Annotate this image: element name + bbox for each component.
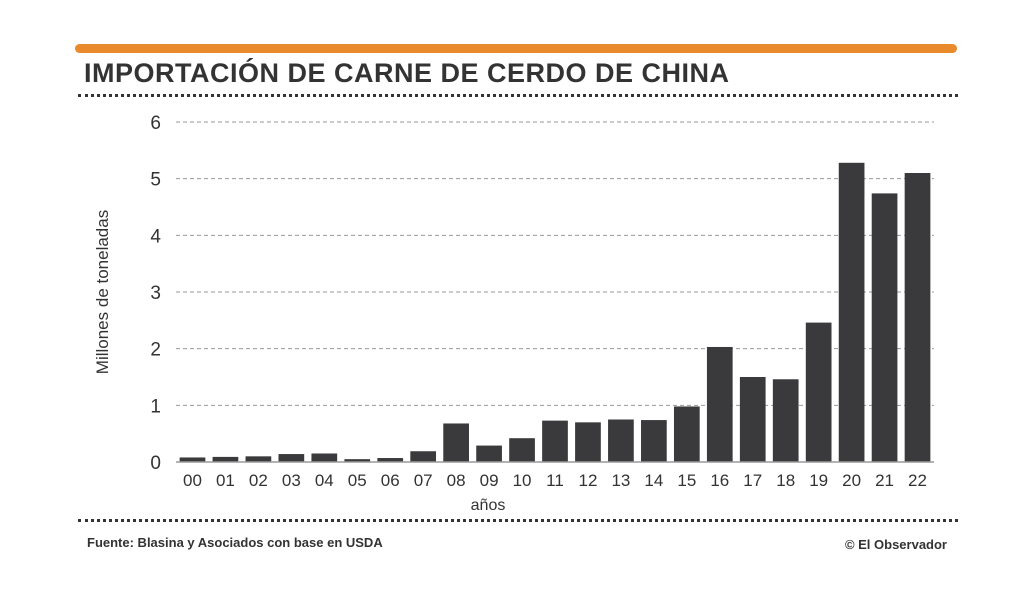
x-tick-label: 05 <box>348 471 367 490</box>
bar <box>838 162 865 463</box>
x-tick-label: 10 <box>513 471 532 490</box>
y-tick-label: 5 <box>150 170 161 191</box>
bar <box>706 346 733 462</box>
y-tick-label: 6 <box>150 113 161 134</box>
bar <box>443 423 469 462</box>
chart-title: IMPORTACIÓN DE CARNE DE CERDO DE CHINA <box>84 58 730 88</box>
bar <box>575 422 601 462</box>
credit-note: © El Observador <box>844 537 947 552</box>
y-tick-label: 2 <box>150 340 161 361</box>
bar <box>311 453 338 462</box>
bar <box>641 420 667 462</box>
bottom-dotted-divider <box>78 519 958 522</box>
x-tick-label: 21 <box>875 471 894 490</box>
bar <box>278 454 305 462</box>
bar <box>772 379 799 462</box>
bar <box>904 173 931 462</box>
x-axis-title: años <box>471 497 506 514</box>
x-tick-label: 12 <box>578 471 597 490</box>
x-tick-label: 04 <box>315 471 334 490</box>
y-axis-title: Millones de toneladas <box>93 210 112 374</box>
y-tick-label: 1 <box>150 396 161 417</box>
bar <box>542 420 568 462</box>
bar <box>344 459 371 462</box>
bar <box>739 377 766 462</box>
x-tick-label: 03 <box>282 471 301 490</box>
bar <box>377 458 404 462</box>
bar <box>805 322 832 462</box>
x-tick-label: 11 <box>546 471 564 490</box>
bar <box>509 438 535 462</box>
x-tick-label: 08 <box>447 471 466 490</box>
x-tick-label: 18 <box>776 471 795 490</box>
x-tick-label: 19 <box>809 471 828 490</box>
source-note: Fuente: Blasina y Asociados con base en … <box>87 535 383 550</box>
x-tick-label: 20 <box>842 471 861 490</box>
bar <box>410 451 437 462</box>
y-tick-label: 0 <box>150 453 161 474</box>
bar <box>476 445 502 462</box>
bar <box>673 406 700 462</box>
bar <box>179 457 206 462</box>
x-tick-label: 06 <box>381 471 400 490</box>
x-tick-label: 07 <box>414 471 433 490</box>
bar <box>871 193 898 462</box>
x-tick-label: 16 <box>710 471 729 490</box>
top-dotted-divider <box>78 94 958 97</box>
bar <box>212 456 239 462</box>
x-tick-label: 17 <box>743 471 762 490</box>
x-tick-label: 09 <box>480 471 499 490</box>
x-tick-label: 02 <box>249 471 268 490</box>
y-tick-label: 3 <box>150 283 161 304</box>
x-tick-label: 00 <box>183 471 202 490</box>
x-tick-label: 14 <box>644 471 663 490</box>
bar <box>608 419 634 462</box>
x-tick-label: 15 <box>677 471 696 490</box>
x-tick-label: 22 <box>908 471 927 490</box>
accent-bar <box>75 44 957 53</box>
bar <box>245 456 272 462</box>
y-tick-label: 4 <box>150 226 161 247</box>
x-tick-label: 13 <box>611 471 630 490</box>
x-tick-label: 01 <box>216 471 235 490</box>
